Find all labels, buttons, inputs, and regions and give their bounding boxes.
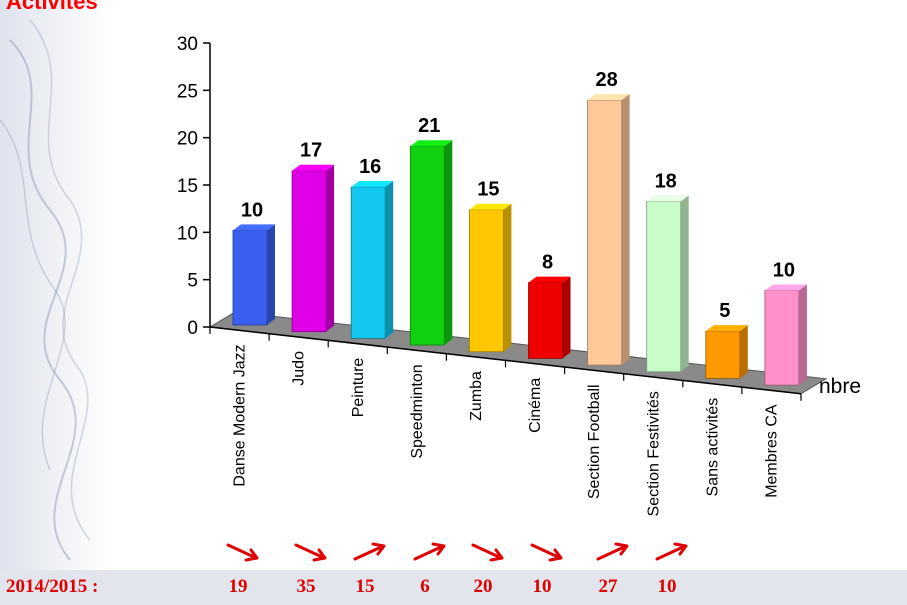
bar [587,94,630,366]
category-label: Sans activités [704,398,721,497]
trend-down-arrow-icon [530,543,563,562]
bar-top [469,203,512,210]
data-label: 10 [241,199,263,221]
data-label: 16 [359,156,381,178]
bar-front [232,229,268,326]
data-label: 18 [655,170,677,192]
footer-value: 6 [420,576,430,597]
data-label: 5 [719,300,730,322]
page-title: Activités [6,0,98,14]
footer-year-label: 2014/2015 : [6,576,99,597]
bar [409,140,453,346]
bar-top [705,325,748,332]
bar [291,164,335,333]
bar [350,180,394,339]
data-label: 21 [418,115,440,137]
bar [468,203,512,353]
category-label: Speedminton [409,364,426,458]
category-label: Danse Modern Jazz [232,344,249,486]
footer-value: 19 [228,576,248,597]
bar-side [326,164,335,332]
bar-side [562,276,571,359]
category-label: Cinéma [527,378,544,433]
chart-bars [232,94,807,386]
trend-up-arrow-icon [413,542,446,561]
footer-value: 35 [296,576,316,597]
bar-top [351,180,394,187]
category-label: Membres CA [763,404,780,498]
data-label: 28 [595,69,617,91]
bar [646,195,689,373]
category-label: Peinture [350,358,367,418]
bar-top [646,195,689,202]
data-label: 8 [542,252,553,274]
bar-top [292,164,335,171]
x-axis-line [209,326,802,395]
bar-front [705,330,741,379]
bar-front [646,200,682,373]
trend-up-arrow-icon [596,542,629,561]
bar-side [503,203,512,352]
y-tick-label: 25 [177,81,198,102]
y-tick-label: 0 [187,318,198,339]
bar-side [798,284,807,386]
bar-top [233,224,275,231]
category-label: Section Football [586,384,603,499]
bar-side [385,180,394,339]
category-label: Judo [291,351,308,386]
bar-front [528,282,563,359]
bar-front [350,186,386,339]
bar [764,284,807,386]
y-tick-label: 5 [187,271,198,292]
footer-band [0,570,907,605]
bar-side [267,224,275,325]
bar-top [764,284,807,291]
trend-down-arrow-icon [294,543,327,562]
bar-side [739,325,748,379]
trend-up-arrow-icon [655,542,688,561]
trend-up-arrow-icon [353,542,386,561]
bar-side [444,140,453,346]
y-tick-label: 30 [177,34,198,55]
bar [705,325,748,379]
footer-value: 27 [598,576,618,597]
footer-value: 10 [532,576,552,597]
bar-front [587,99,622,366]
bar-chart: 0 5 10 15 20 25 30 nbre 10 Danse Modern Jazz 17 Ju… [177,34,861,516]
data-label: 15 [477,179,499,201]
trend-down-arrow-icon [226,543,259,562]
bar [528,276,571,359]
footer-value: 15 [355,576,375,597]
y-tick-label: 10 [177,223,198,244]
footer-value: 20 [473,576,493,597]
category-label: Zumba [468,371,485,421]
bar-top [528,276,571,283]
bar-front [409,145,445,346]
series-name-label: nbre [819,375,861,398]
bar-front [291,170,327,333]
trend-down-arrow-icon [471,543,504,562]
footer-value: 10 [657,576,677,597]
bar [232,224,275,326]
data-label: 17 [300,140,322,162]
data-label: 10 [773,259,795,281]
bar-side [621,94,630,366]
y-tick-label: 15 [177,176,198,197]
bar-top [587,94,630,101]
bar-front [764,290,800,386]
smoke-decoration [0,0,110,570]
chart-axes: 0 5 10 15 20 25 30 [177,34,802,401]
category-label: Section Festivités [645,391,662,516]
y-tick-label: 20 [177,129,198,150]
bar-top [410,140,453,147]
bar-front [468,209,504,353]
bar-side [680,195,689,372]
chart-labels: nbre 10 Danse Modern Jazz 17 Judo 16 Peinture 2… [232,69,861,516]
